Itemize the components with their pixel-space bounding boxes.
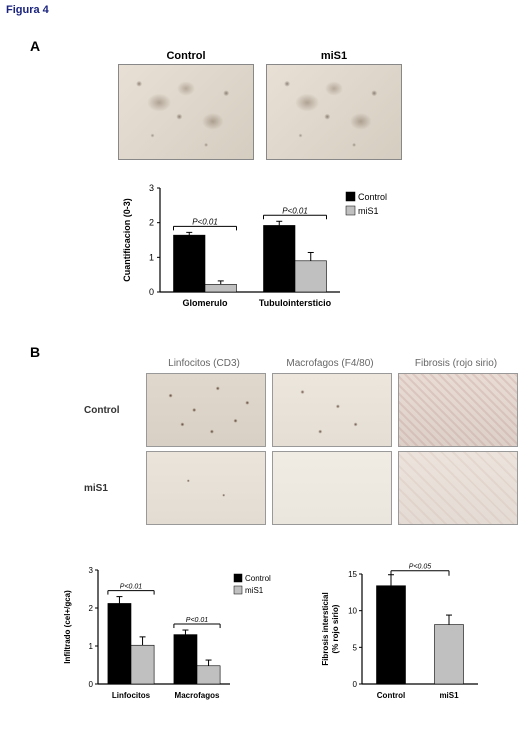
panel-a-bar-chart: 0 1 2 3 Cuantificacion (0-3) P<0.01 Glomerulo P… [118,178,418,318]
svg-text:P<0.01: P<0.01 [192,217,218,226]
panel-a-control-label: Control [118,50,254,62]
svg-text:(% rojo sirio): (% rojo sirio) [331,604,340,653]
svg-text:10: 10 [348,607,357,616]
svg-text:1: 1 [89,642,94,651]
svg-text:Control: Control [358,192,387,202]
svg-text:Infiltrado (cel+/gca): Infiltrado (cel+/gca) [63,590,72,664]
col-label-macrofagos: Macrofagos (F4/80) [270,358,390,369]
panel-b-letter: B [30,344,40,360]
svg-text:P<0.05: P<0.05 [409,564,431,571]
svg-text:0: 0 [353,680,358,689]
svg-text:5: 5 [353,643,358,652]
panel-b-infiltrado-chart: 0 1 2 3 Infiltrado (cel+/gca) P<0.01 Linfocito… [60,560,290,710]
svg-text:2: 2 [149,218,154,228]
svg-text:Glomerulo: Glomerulo [182,298,228,308]
img-linfocitos-control [146,373,266,447]
panel-b-row-control: Control [84,373,518,447]
col-label-linfocitos: Linfocitos (CD3) [144,358,264,369]
img-macrofagos-control [272,373,392,447]
svg-text:0: 0 [89,680,94,689]
svg-text:Control: Control [245,574,271,583]
svg-text:P<0.01: P<0.01 [186,617,208,624]
svg-text:Control: Control [377,691,405,700]
panel-a-mis1-label: miS1 [266,50,402,62]
panel-b-image-grid: Linfocitos (CD3) Macrofagos (F4/80) Fibr… [84,358,518,525]
row-label-mis1: miS1 [84,483,140,494]
svg-text:miS1: miS1 [245,586,264,595]
svg-text:Linfocitos: Linfocitos [112,691,151,700]
svg-text:3: 3 [149,183,154,193]
svg-text:Cuantificacion (0-3): Cuantificacion (0-3) [122,198,132,282]
svg-text:2: 2 [89,604,94,613]
histology-control-image [118,64,254,160]
panel-b-row-mis1: miS1 [84,451,518,525]
img-linfocitos-mis1 [146,451,266,525]
svg-text:P<0.01: P<0.01 [282,206,308,215]
panel-a-letter: A [30,38,40,54]
svg-text:miS1: miS1 [439,691,459,700]
svg-text:3: 3 [89,566,94,575]
svg-text:Fibrosis intersticial: Fibrosis intersticial [321,592,330,665]
svg-text:P<0.01: P<0.01 [120,584,142,591]
panel-b-col-labels: Linfocitos (CD3) Macrofagos (F4/80) Fibr… [144,358,518,369]
svg-text:1: 1 [149,252,154,262]
svg-text:15: 15 [348,570,357,579]
svg-text:Tubulointersticio: Tubulointersticio [259,298,332,308]
panel-a-mis1-col: miS1 [266,50,402,160]
row-label-control: Control [84,405,140,416]
figure-title: Figura 4 [6,4,49,16]
panel-b-fibrosis-chart: 0 5 10 15 Fibrosis intersticial(% rojo sirio… [318,560,488,710]
panel-a-control-col: Control [118,50,254,160]
col-label-fibrosis: Fibrosis (rojo sirio) [396,358,516,369]
img-fibrosis-mis1 [398,451,518,525]
svg-text:0: 0 [149,287,154,297]
histology-mis1-image [266,64,402,160]
svg-text:miS1: miS1 [358,206,379,216]
panel-a-images: Control miS1 [118,50,402,160]
svg-text:Macrofagos: Macrofagos [175,691,220,700]
img-macrofagos-mis1 [272,451,392,525]
img-fibrosis-control [398,373,518,447]
